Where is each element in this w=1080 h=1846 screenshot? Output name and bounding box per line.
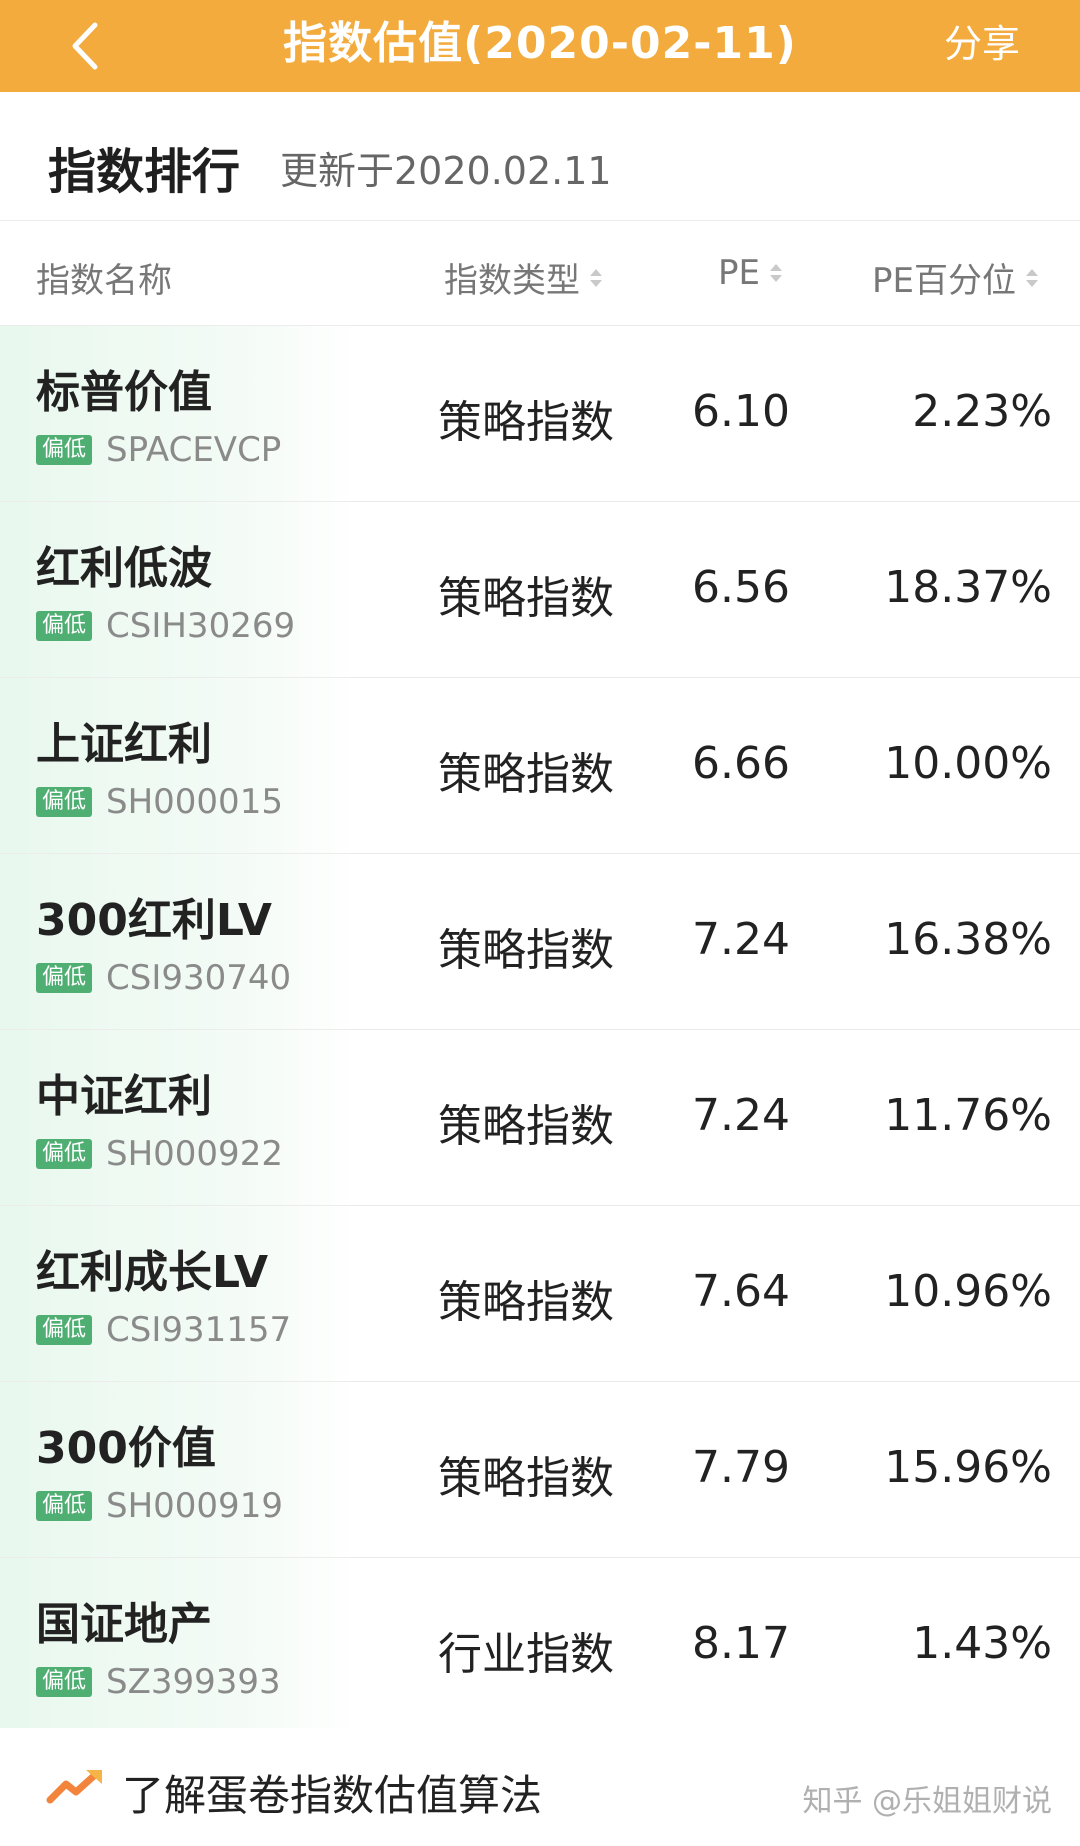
index-code: CSI931157	[106, 1310, 292, 1350]
sort-icon	[770, 264, 782, 282]
column-header-type[interactable]: 指数类型	[444, 253, 602, 302]
index-type: 策略指数	[438, 1453, 614, 1504]
pe-percentile-value: 10.00%	[884, 738, 1052, 789]
valuation-badge: 偏低	[36, 435, 93, 465]
index-type: 策略指数	[438, 1277, 614, 1328]
pe-value: 6.66	[692, 738, 790, 789]
index-name: 300红利LV	[36, 895, 272, 946]
index-meta: 偏低 CSI930740	[36, 958, 291, 998]
column-header-pe-percentile-label: PE百分位	[872, 261, 1016, 301]
footer-bar: 了解蛋卷指数估值算法 知乎 @乐姐姐财说	[0, 1728, 1080, 1846]
column-header-pe-percentile[interactable]: PE百分位	[872, 253, 1038, 302]
watermark-text: 知乎 @乐姐姐财说	[802, 1784, 1052, 1819]
table-row[interactable]: 红利成长LV 偏低 CSI931157 策略指数 7.64 10.96%	[0, 1206, 1080, 1382]
index-meta: 偏低 SH000922	[36, 1134, 283, 1174]
section-title: 指数排行	[48, 144, 241, 200]
index-name: 上证红利	[36, 719, 212, 770]
page-title: 指数估值(2020-02-11)	[283, 18, 797, 69]
update-timestamp: 更新于2020.02.11	[280, 149, 612, 193]
pe-value: 7.64	[692, 1266, 790, 1317]
valuation-method-link[interactable]: 了解蛋卷指数估值算法	[122, 1771, 543, 1820]
index-meta: 偏低 SH000919	[36, 1486, 283, 1526]
index-name: 中证红利	[36, 1071, 212, 1122]
index-type: 策略指数	[438, 397, 614, 448]
top-nav-bar: 指数估值(2020-02-11) 分享	[0, 0, 1080, 92]
sort-icon	[590, 268, 602, 287]
pe-value: 7.79	[692, 1442, 790, 1493]
table-row[interactable]: 标普价值 偏低 SPACEVCP 策略指数 6.10 2.23%	[0, 326, 1080, 502]
column-header-name: 指数名称	[36, 253, 172, 302]
share-button[interactable]: 分享	[943, 22, 1020, 66]
index-meta: 偏低 CSI931157	[36, 1310, 291, 1350]
column-header-pe-label: PE	[718, 253, 760, 293]
pe-value: 8.17	[692, 1618, 790, 1669]
index-meta: 偏低 SZ399393	[36, 1662, 281, 1702]
pe-percentile-value: 2.23%	[912, 386, 1052, 437]
index-name: 国证地产	[36, 1599, 212, 1650]
pe-percentile-value: 1.43%	[912, 1618, 1052, 1669]
valuation-badge: 偏低	[36, 1667, 93, 1697]
pe-value: 6.56	[692, 562, 790, 613]
valuation-badge: 偏低	[36, 787, 93, 817]
table-row[interactable]: 300价值 偏低 SH000919 策略指数 7.79 15.96%	[0, 1382, 1080, 1558]
index-code: CSIH30269	[106, 606, 296, 646]
table-row[interactable]: 国证地产 偏低 SZ399393 行业指数 8.17 1.43%	[0, 1558, 1080, 1734]
table-row[interactable]: 中证红利 偏低 SH000922 策略指数 7.24 11.76%	[0, 1030, 1080, 1206]
index-meta: 偏低 SPACEVCP	[36, 430, 281, 470]
index-meta: 偏低 CSIH30269	[36, 606, 295, 646]
valuation-badge: 偏低	[36, 1315, 93, 1345]
pe-percentile-value: 11.76%	[884, 1090, 1052, 1141]
pe-percentile-value: 10.96%	[884, 1266, 1052, 1317]
index-ranking-list: 标普价值 偏低 SPACEVCP 策略指数 6.10 2.23% 红利低波 偏低…	[0, 326, 1080, 1734]
index-type: 策略指数	[438, 925, 614, 976]
pe-value: 6.10	[692, 386, 790, 437]
table-row[interactable]: 300红利LV 偏低 CSI930740 策略指数 7.24 16.38%	[0, 854, 1080, 1030]
column-header-pe[interactable]: PE	[718, 253, 782, 293]
index-type: 策略指数	[438, 749, 614, 800]
pe-value: 7.24	[692, 1090, 790, 1141]
table-header: 指数名称 指数类型 PE PE百分位	[0, 221, 1080, 326]
index-type: 策略指数	[438, 1101, 614, 1152]
trend-arrow-icon	[46, 1766, 106, 1810]
back-button[interactable]	[52, 14, 116, 78]
pe-percentile-value: 16.38%	[884, 914, 1052, 965]
index-meta: 偏低 SH000015	[36, 782, 283, 822]
index-code: SH000919	[106, 1486, 283, 1526]
index-type: 策略指数	[438, 573, 614, 624]
index-type: 行业指数	[438, 1629, 614, 1680]
pe-percentile-value: 15.96%	[884, 1442, 1052, 1493]
index-name: 标普价值	[36, 367, 212, 418]
index-name: 红利成长LV	[36, 1247, 269, 1298]
sort-icon	[1026, 268, 1038, 287]
valuation-badge: 偏低	[36, 1491, 93, 1521]
index-name: 红利低波	[36, 543, 212, 594]
section-header: 指数排行 更新于2020.02.11	[0, 92, 1080, 221]
index-name: 300价值	[36, 1423, 216, 1474]
index-code: SZ399393	[106, 1662, 281, 1702]
valuation-badge: 偏低	[36, 611, 93, 641]
index-code: SH000015	[106, 782, 283, 822]
column-header-name-label: 指数名称	[36, 261, 172, 301]
index-code: SH000922	[106, 1134, 283, 1174]
valuation-badge: 偏低	[36, 1139, 93, 1169]
pe-value: 7.24	[692, 914, 790, 965]
index-code: SPACEVCP	[106, 430, 282, 470]
table-row[interactable]: 上证红利 偏低 SH000015 策略指数 6.66 10.00%	[0, 678, 1080, 854]
index-code: CSI930740	[106, 958, 292, 998]
table-row[interactable]: 红利低波 偏低 CSIH30269 策略指数 6.56 18.37%	[0, 502, 1080, 678]
column-header-type-label: 指数类型	[444, 261, 580, 301]
pe-percentile-value: 18.37%	[884, 562, 1052, 613]
valuation-badge: 偏低	[36, 963, 93, 993]
chevron-left-icon	[72, 22, 98, 70]
